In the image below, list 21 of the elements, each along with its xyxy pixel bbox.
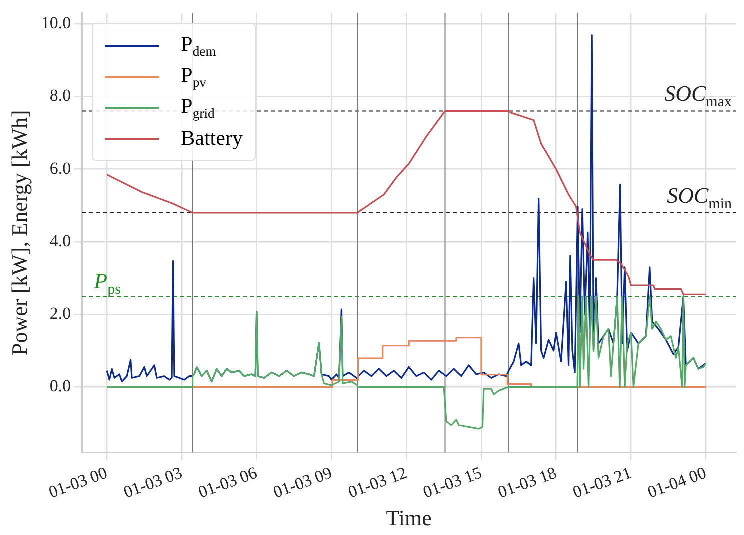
legend-label: P$_{dem}$	[181, 32, 216, 60]
y-axis-title: Power [kW], Energy [kWh]	[6, 110, 32, 356]
legend-label: P$_{pv}$	[181, 62, 206, 91]
x-tick-label: 01-03 06	[196, 463, 260, 502]
x-tick-label: 01-04 00	[645, 463, 709, 502]
x-tick-label: 01-03 15	[420, 463, 484, 502]
y-tick-label: 0.0	[50, 376, 72, 396]
y-tick-label: 6.0	[50, 158, 72, 178]
legend-label: Battery	[181, 126, 243, 152]
x-tick-label: 01-03 03	[121, 463, 185, 502]
y-tick-label: 2.0	[50, 304, 72, 324]
x-tick-label: 01-03 18	[496, 463, 560, 502]
x-tick-label: 01-03 09	[270, 463, 335, 502]
x-tick-label: 01-03 12	[346, 463, 410, 502]
x-tick-label: 01-03 00	[46, 463, 110, 502]
y-tick-label: 4.0	[50, 231, 72, 250]
legend-label: P$_{grid}$	[181, 94, 215, 122]
y-tick-label: 10.0	[41, 14, 72, 33]
x-tick-label: 01-03 21	[570, 463, 634, 502]
y-tick-label: 8.0	[50, 86, 72, 106]
x-axis-title: Time	[386, 506, 432, 531]
